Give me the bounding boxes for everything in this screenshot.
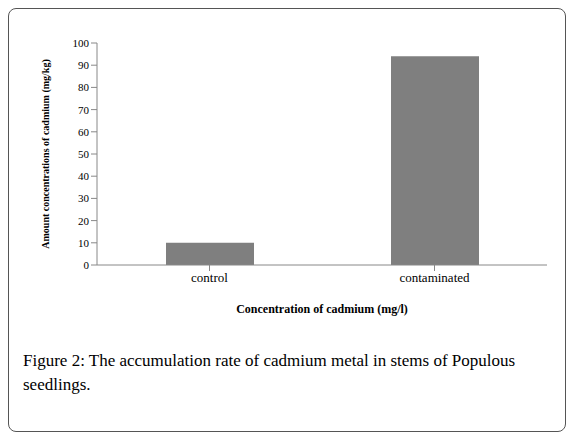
svg-text:60: 60 [78,126,90,138]
svg-text:Amount concentrations of cadmi: Amount concentrations of cadmium (mg/kg) [40,59,52,248]
svg-text:100: 100 [73,37,90,49]
svg-text:Concentration of cadmium (mg/l: Concentration of cadmium (mg/l) [236,302,408,316]
svg-text:0: 0 [84,259,90,271]
svg-text:30: 30 [78,192,90,204]
svg-text:20: 20 [78,215,90,227]
svg-text:40: 40 [78,170,90,182]
svg-text:70: 70 [78,104,90,116]
svg-text:control: control [191,270,228,285]
svg-text:50: 50 [78,148,90,160]
html-text:Figure 2: The accumulation rat: Figure 2: The accumulation rate of cadmi… [23,351,516,394]
svg-text:80: 80 [78,81,90,93]
svg-text:contaminated: contaminated [399,270,470,285]
svg-text:90: 90 [78,59,90,71]
svg-text:10: 10 [78,237,90,249]
